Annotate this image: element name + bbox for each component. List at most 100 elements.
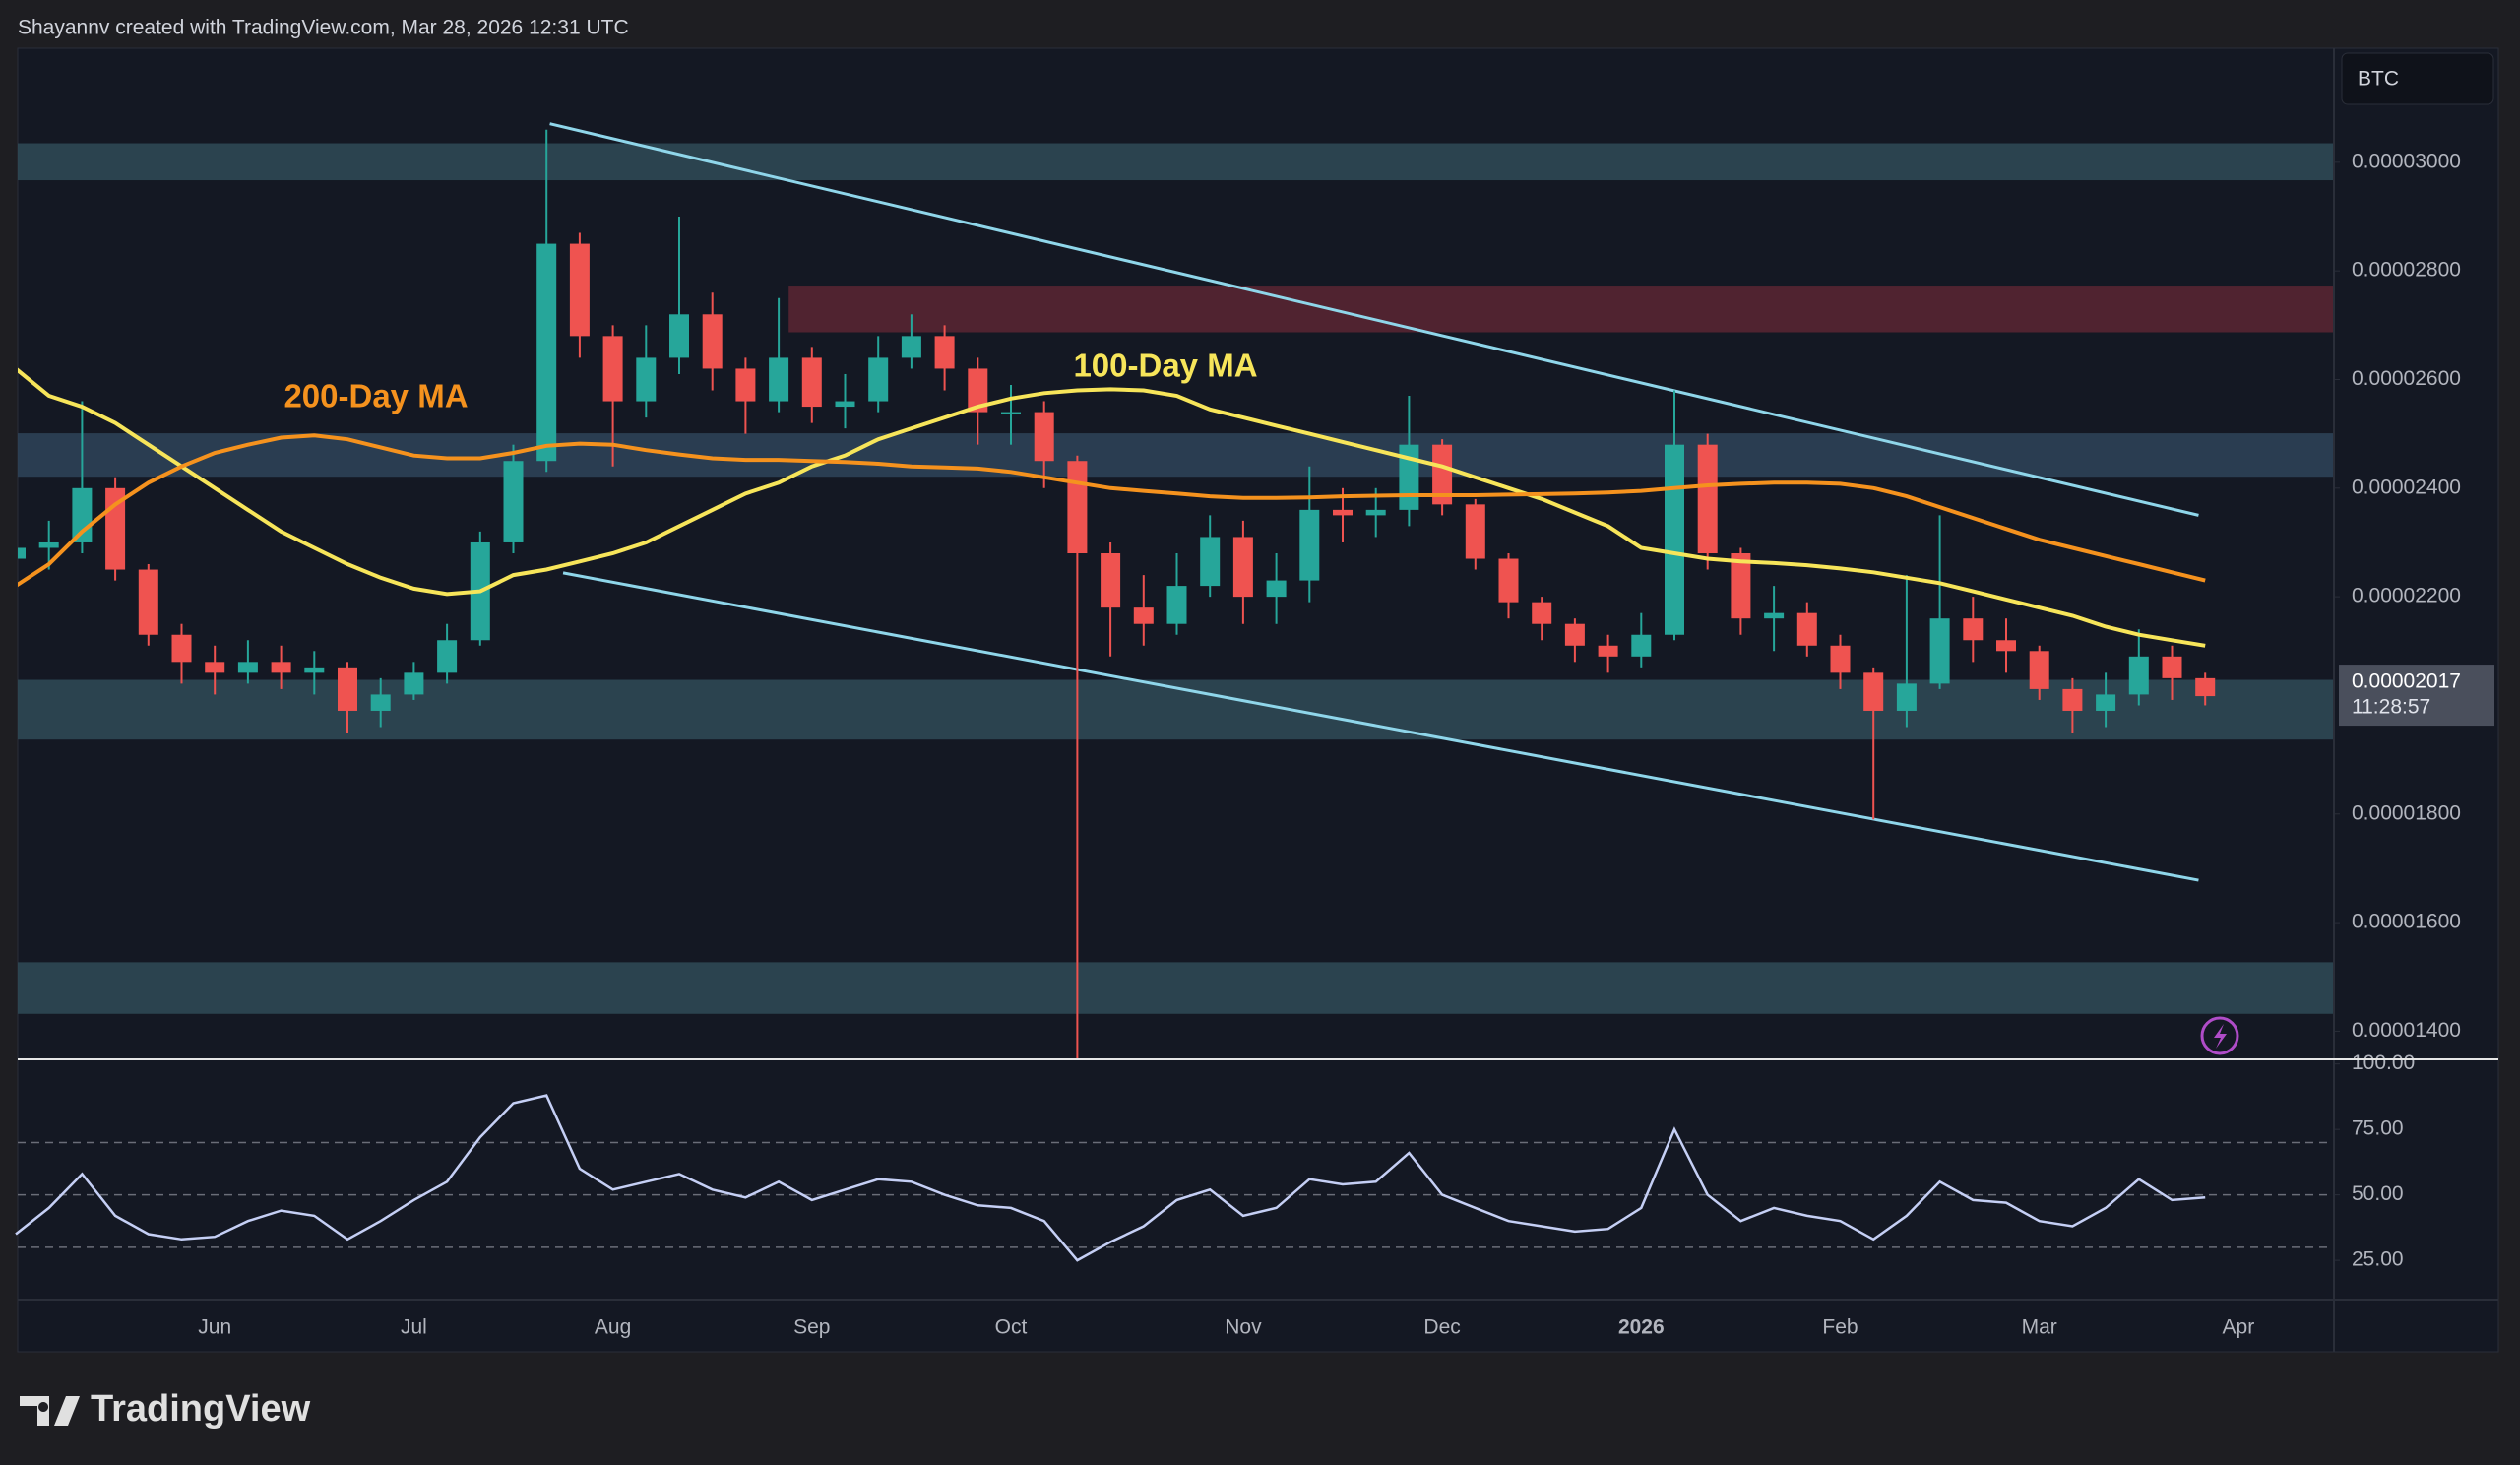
candle-body [1067,461,1088,553]
x-tick-label: Oct [995,1316,1028,1339]
candle-body [901,336,921,358]
candle-body [1996,640,2016,652]
trendline [562,571,2199,882]
zone [788,286,2334,333]
zone [18,679,2334,740]
x-tick-label: Nov [1225,1316,1262,1339]
candle-body [1665,444,1684,635]
candle-body [1333,509,1353,516]
price-pane [18,122,2334,1058]
symbol-box [2341,52,2494,105]
candle-body [1299,509,1320,581]
x-tick-label: Feb [1822,1316,1858,1339]
candle-body [2128,656,2149,695]
rsi-tick-label: 50.00 [2352,1182,2404,1205]
candle-body [1564,623,1585,646]
alert-icon[interactable] [2200,1016,2239,1055]
candle-body [769,357,789,402]
candle-body [868,357,889,402]
y-tick-label: 0.00001800 [2352,801,2461,824]
x-tick-label: Mar [2022,1316,2057,1339]
ma-label: 200-Day MA [284,378,468,414]
candle-body [2162,656,2182,678]
candle-body [1034,412,1054,462]
y-tick-label: 0.00002200 [2352,585,2461,607]
candle-body [1232,537,1253,598]
candle-body [735,368,756,402]
candle-body [338,667,357,711]
candle-body [404,672,424,695]
candle-body [702,314,723,369]
candle-body [1598,645,1618,657]
candle-body [536,243,557,462]
zone [18,962,2334,1014]
candle-body [205,662,225,673]
candle-body [669,314,689,358]
candle-body [801,357,822,408]
zone [18,433,2334,478]
candle-body [271,662,291,673]
candle-body [304,667,325,673]
header: Shayannv created with TradingView.com, M… [18,17,629,39]
candle-body [503,461,524,542]
candle-body [636,357,657,402]
x-tick-label: 2026 [1618,1316,1665,1339]
countdown: 11:28:57 [2352,696,2430,719]
candle-body [1963,618,1984,641]
symbol: BTC [2358,68,2399,91]
x-tick-label: Dec [1423,1316,1460,1339]
x-tick-label: Apr [2223,1316,2255,1339]
candle-body [1697,444,1718,553]
candle-body [370,694,391,711]
candle-body [1532,602,1552,624]
candle-body [1796,612,1817,646]
last-price: 0.00002017 [2352,670,2461,693]
plot: 0.00003000 0.00002800 0.00002600 0.00002400… [15,122,2494,1339]
candle-body [237,662,258,673]
y-tick-label: 0.00001400 [2352,1019,2461,1042]
candle-body [1001,412,1021,414]
candle-body [2096,694,2116,711]
y-tick-label: 0.00002800 [2352,259,2461,282]
candle-body [2029,651,2049,689]
candle-body [934,336,955,369]
candle-body [1631,634,1652,657]
rsi-tick-label: 25.00 [2352,1248,2404,1271]
candle-body [835,401,855,408]
candle-body [1200,537,1221,587]
candle-body [569,243,590,337]
zone [18,143,2334,181]
candle-body [437,640,458,673]
candle-body [1830,645,1851,673]
candle-body [1365,509,1386,516]
candle-body [38,541,59,548]
trendline [549,122,2199,517]
y-tick-label: 0.00001600 [2352,911,2461,933]
candle-body [138,569,158,635]
candle-body [1731,553,1751,619]
candle-body [18,547,26,559]
rsi-tick-label: 75.00 [2352,1117,2404,1140]
candle-body [1133,607,1154,624]
alert-bolt [2214,1024,2227,1049]
candle-body [1498,558,1519,603]
logo-text: TradingView [91,1388,311,1430]
moving-average [18,433,2206,588]
candle-body [1896,683,1917,711]
x-tick-label: Aug [595,1316,631,1339]
candle-body [968,368,988,413]
candle-body [602,336,623,402]
candle-body [1166,586,1187,624]
x-tick-label: Jun [198,1316,231,1339]
last-price-box [2339,665,2494,727]
candle-body [171,634,192,663]
candle-body [1101,553,1121,608]
x-tick-label: Sep [793,1316,830,1339]
ma-label: 100-Day MA [1073,348,1257,384]
rsi-tick-label: 100.00 [2352,1051,2415,1074]
candle-body [1432,444,1453,505]
candle-body [2195,677,2216,697]
y-tick-label: 0.00003000 [2352,150,2461,172]
